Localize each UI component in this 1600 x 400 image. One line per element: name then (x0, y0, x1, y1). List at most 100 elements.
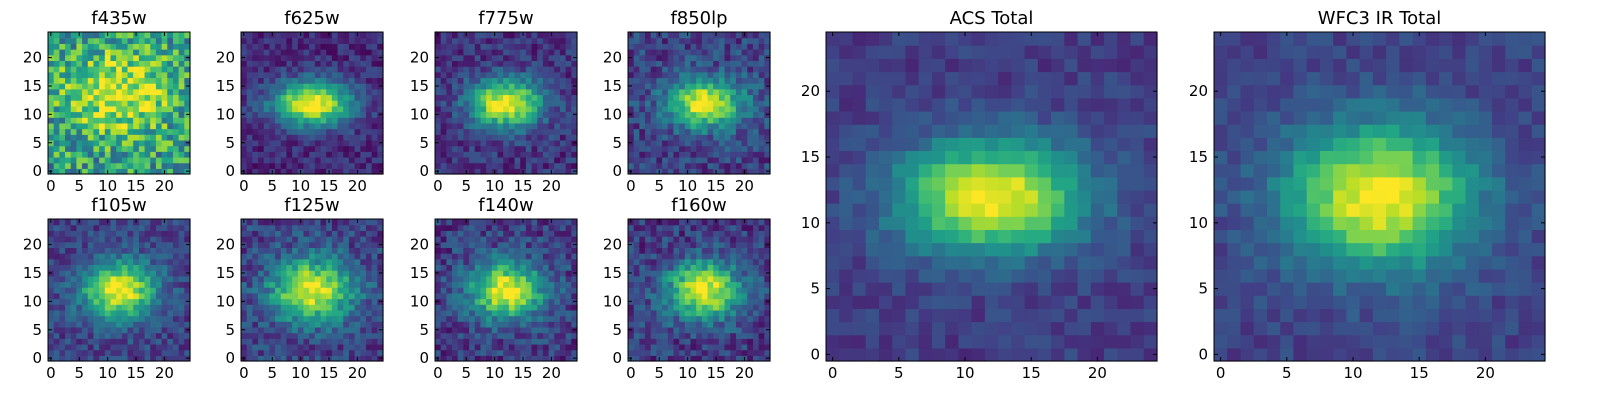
heatmap-cell (82, 77, 89, 84)
heatmap-cell (480, 292, 487, 300)
heatmap-cell (508, 321, 516, 328)
heatmap-cell (452, 168, 459, 175)
heatmap-cell (269, 241, 276, 248)
heatmap-cell (752, 326, 760, 334)
heatmap-cell (707, 156, 714, 164)
heatmap-cell (554, 134, 561, 141)
heatmap-cell (474, 128, 482, 135)
heatmap-cell (508, 66, 516, 73)
heatmap-cell (309, 343, 316, 351)
heatmap-cell (520, 49, 527, 56)
heatmap-cell (639, 304, 646, 311)
heatmap-cell (559, 151, 567, 158)
heatmap-cell (673, 162, 680, 169)
heatmap-cell (662, 338, 669, 345)
heatmap-cell (70, 270, 77, 277)
heatmap-cell (730, 321, 737, 328)
heatmap-cell (286, 338, 293, 345)
heatmap-cell (155, 168, 163, 175)
heatmap-cell (542, 111, 550, 118)
heatmap-cell (320, 275, 327, 283)
heatmap-cell (469, 117, 476, 124)
heatmap-cell (446, 37, 453, 44)
x-tick-label: 15 (513, 364, 532, 382)
heatmap-cell (758, 71, 765, 79)
heatmap-cell (684, 343, 692, 351)
heatmap-cell (480, 326, 487, 334)
heatmap-cell (138, 326, 146, 334)
heatmap-cell (87, 281, 95, 288)
heatmap-cell (354, 230, 361, 237)
heatmap-cell (99, 355, 106, 362)
heatmap-cell (724, 281, 731, 288)
heatmap-cell (104, 315, 112, 322)
heatmap-cell (452, 100, 459, 107)
heatmap-cell (446, 111, 453, 118)
heatmap-cell (554, 32, 561, 39)
heatmap-cell (525, 49, 533, 56)
heatmap-cell (730, 105, 737, 113)
heatmap-cell (286, 49, 293, 56)
heatmap-cell (138, 355, 146, 362)
heatmap-cell (167, 292, 174, 300)
heatmap-cell (656, 83, 663, 90)
heatmap-cell (93, 100, 100, 107)
heatmap-cell (452, 32, 459, 39)
heatmap-cell (735, 355, 743, 362)
heatmap-cell (673, 122, 680, 130)
heatmap-cell (167, 224, 174, 231)
heatmap-cell (127, 275, 134, 283)
y-tick-label: 0 (225, 162, 235, 180)
heatmap-cell (486, 287, 493, 294)
heatmap-cell (452, 298, 459, 305)
heatmap-cell (161, 139, 168, 147)
heatmap-cell (76, 292, 83, 300)
heatmap-cell (167, 71, 174, 79)
heatmap-cell (469, 105, 476, 113)
heatmap-cell (82, 224, 89, 231)
heatmap-cell (457, 270, 464, 277)
heatmap-cell (679, 349, 686, 356)
heatmap-cell (303, 326, 310, 334)
heatmap-cell (718, 281, 726, 288)
heatmap-cell (730, 355, 737, 362)
heatmap-cell (656, 309, 663, 317)
heatmap-cell (486, 264, 493, 271)
heatmap-cell (656, 122, 663, 130)
heatmap-cell (167, 343, 174, 351)
heatmap-cell (548, 343, 555, 351)
heatmap-cell (741, 134, 748, 141)
heatmap-cell (730, 151, 737, 158)
heatmap-cell (309, 338, 316, 345)
heatmap-cell (747, 117, 754, 124)
heatmap-cell (70, 321, 77, 328)
heatmap-cell (690, 122, 697, 130)
heatmap-cell (474, 111, 482, 118)
heatmap-cell (440, 145, 447, 152)
heatmap-cell (184, 145, 191, 152)
heatmap-cell (639, 71, 646, 79)
heatmap-cell (59, 54, 66, 61)
heatmap-cell (53, 309, 60, 317)
heatmap-cell (724, 71, 731, 79)
heatmap-cell (486, 219, 493, 226)
heatmap-cell (469, 275, 476, 283)
heatmap-cell (548, 88, 555, 96)
heatmap-cell (537, 83, 544, 90)
heatmap-cell (303, 60, 310, 67)
heatmap-cell (144, 49, 151, 56)
heatmap-cell (127, 236, 134, 243)
heatmap-cell (537, 332, 544, 339)
heatmap-cell (144, 338, 151, 345)
heatmap-cell (633, 37, 640, 44)
heatmap-cell (155, 270, 163, 277)
heatmap-cell (331, 156, 339, 164)
heatmap-cell (491, 258, 499, 266)
heatmap-cell (713, 100, 720, 107)
heatmap-cell (452, 43, 459, 50)
heatmap-cell (486, 355, 493, 362)
heatmap-cell (565, 77, 572, 84)
heatmap-cell (679, 304, 686, 311)
heatmap-cell (53, 338, 60, 345)
